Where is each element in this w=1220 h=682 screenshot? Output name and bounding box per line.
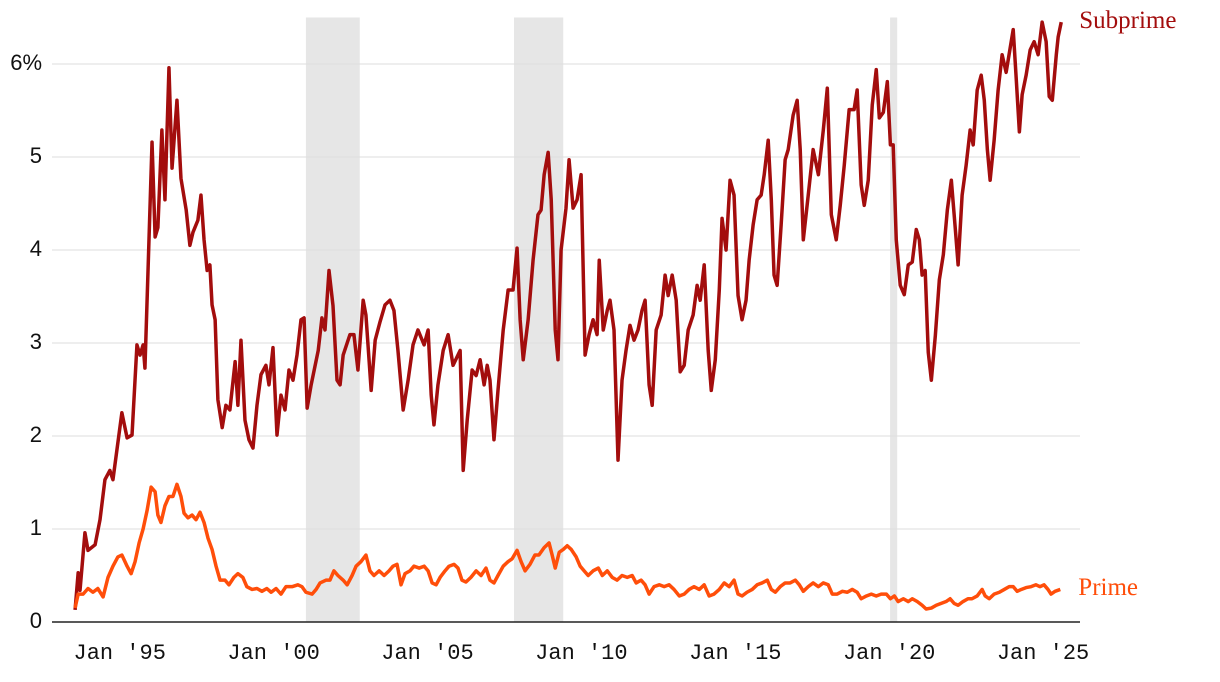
x-tick-label: Jan '95 xyxy=(74,641,166,666)
series-line xyxy=(73,482,1061,611)
y-tick-label: 1 xyxy=(30,515,42,540)
series-label: Prime xyxy=(1078,574,1138,601)
y-tick-label: 6% xyxy=(10,50,42,75)
shaded-period xyxy=(890,17,898,622)
y-tick-label: 3 xyxy=(30,329,42,354)
y-tick-label: 5 xyxy=(30,143,42,168)
series-line xyxy=(73,20,1063,611)
x-tick-label: Jan '25 xyxy=(997,641,1089,666)
x-tick-label: Jan '10 xyxy=(535,641,627,666)
y-tick-label: 4 xyxy=(30,236,42,261)
y-tick-label: 2 xyxy=(30,422,42,447)
y-tick-label: 0 xyxy=(30,608,42,633)
x-tick-label: Jan '05 xyxy=(381,641,473,666)
x-tick-label: Jan '15 xyxy=(689,641,781,666)
x-tick-label: Jan '20 xyxy=(843,641,935,666)
x-tick-label: Jan '00 xyxy=(227,641,319,666)
series-label: Subprime xyxy=(1079,7,1176,34)
